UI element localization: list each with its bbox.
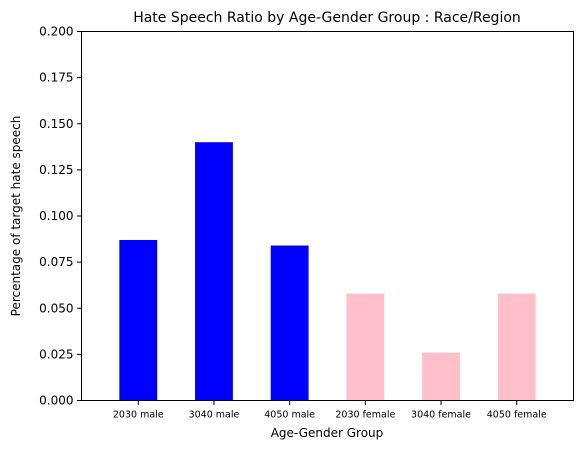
y-tick-label: 0.175 xyxy=(39,71,73,85)
plot-frame xyxy=(81,31,574,401)
x-axis-ticks: 2030 male 3040 male 4050 male 2030 female 30… xyxy=(113,400,547,421)
y-tick-label: 0.075 xyxy=(39,255,73,269)
y-tick-label: 0.000 xyxy=(39,394,73,408)
y-tick-label: 0.125 xyxy=(39,163,73,177)
bars-group xyxy=(119,142,536,401)
y-tick-label: 0.150 xyxy=(39,117,73,131)
y-axis-ticks: 0.000 0.025 0.050 0.075 0.100 0.125 0.150 0.175… xyxy=(39,25,82,408)
y-tick-label: 0.050 xyxy=(39,301,73,315)
chart-title: Hate Speech Ratio by Age-Gender Group : … xyxy=(133,10,521,26)
y-tick-label: 0.025 xyxy=(39,347,73,361)
bar-2030-male xyxy=(119,239,158,401)
bar-3040-male xyxy=(195,142,233,401)
x-tick-label: 2030 male xyxy=(113,410,164,421)
x-axis-label: Age-Gender Group xyxy=(271,426,384,440)
x-tick-label: 4050 female xyxy=(487,410,547,421)
y-tick-label: 0.100 xyxy=(39,209,73,223)
x-tick-label: 2030 female xyxy=(335,410,395,421)
bar-4050-female xyxy=(497,293,536,401)
x-tick-label: 3040 female xyxy=(411,410,471,421)
y-tick-label: 0.200 xyxy=(39,25,73,39)
x-tick-label: 4050 male xyxy=(264,410,315,421)
y-axis-label: Percentage of target hate speech xyxy=(9,116,23,317)
bar-3040-female xyxy=(422,352,460,401)
x-tick-label: 3040 male xyxy=(189,410,240,421)
bar-2030-female xyxy=(346,293,385,401)
bar-4050-male xyxy=(270,245,309,401)
